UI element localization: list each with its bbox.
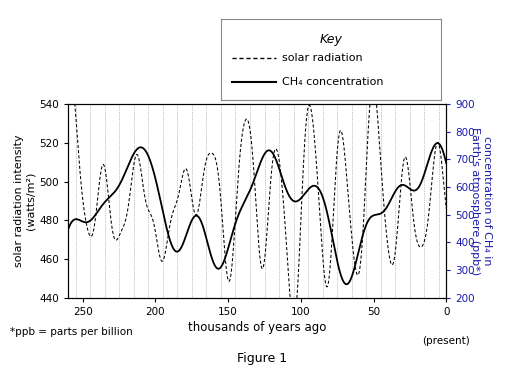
Y-axis label: solar radiation intensity
(watts/m²): solar radiation intensity (watts/m²) — [14, 135, 35, 267]
X-axis label: thousands of years ago: thousands of years ago — [188, 321, 327, 334]
Text: Figure 1: Figure 1 — [237, 352, 288, 365]
Text: *ppb = parts per billion: *ppb = parts per billion — [10, 327, 133, 337]
Text: solar radiation: solar radiation — [282, 53, 363, 63]
Text: Key: Key — [319, 33, 342, 46]
Text: CH₄ concentration: CH₄ concentration — [282, 77, 384, 87]
Y-axis label: concentration of CH₄ in
Earth's atmosphere (ppb*): concentration of CH₄ in Earth's atmosphe… — [470, 127, 491, 275]
Text: (present): (present) — [423, 337, 470, 346]
